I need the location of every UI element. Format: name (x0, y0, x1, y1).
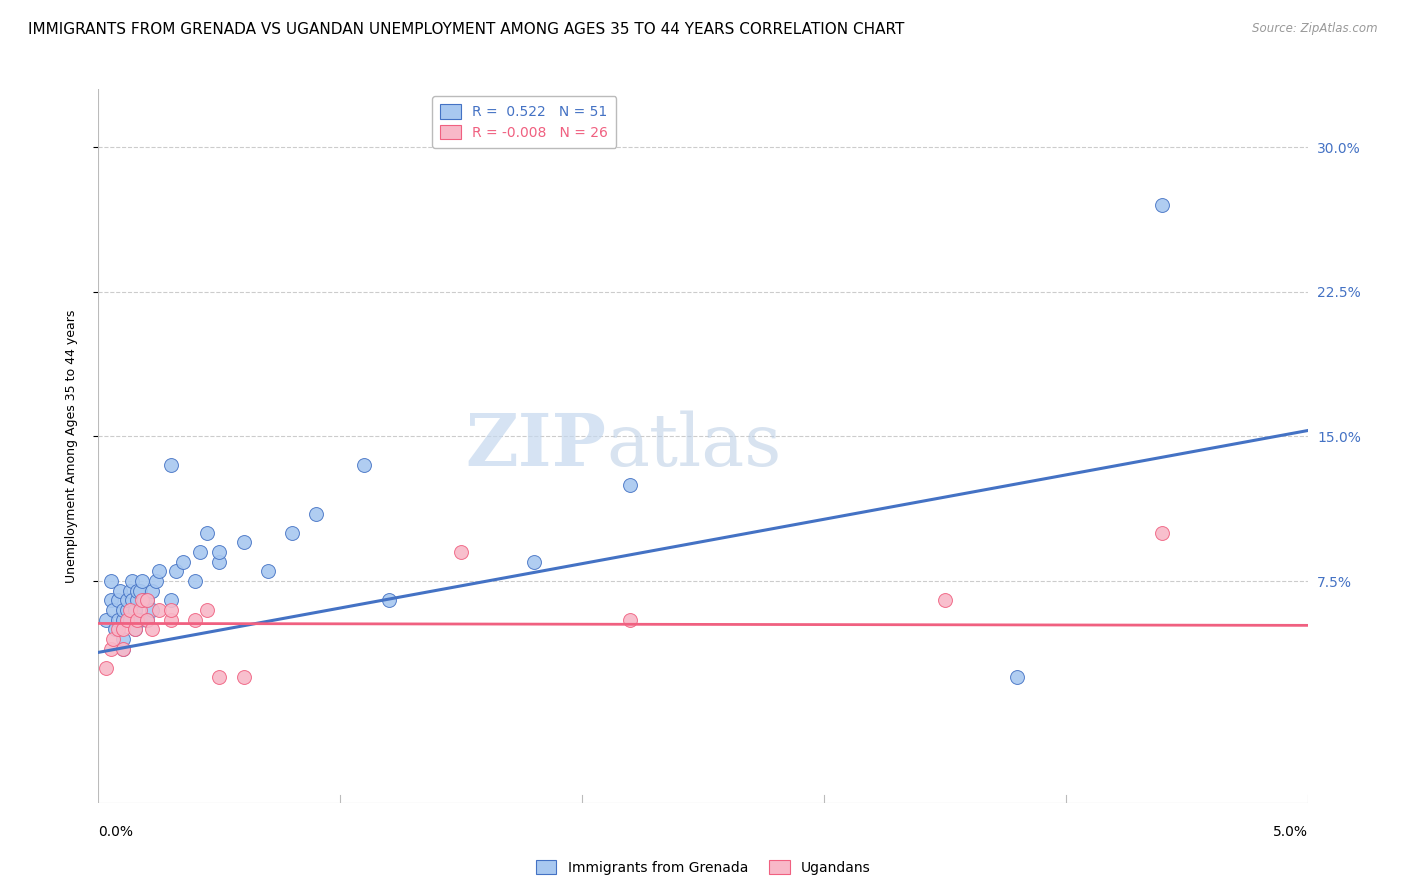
Point (160, 458, 183, 473)
Point (118, 603, 141, 617)
Point (111, 641, 134, 656)
Legend: Immigrants from Grenada, Ugandans: Immigrants from Grenada, Ugandans (530, 855, 876, 880)
Point (118, 613, 141, 627)
Point (124, 622, 146, 636)
Point (121, 593, 143, 607)
Point (208, 545, 231, 559)
Point (100, 641, 122, 656)
Point (104, 622, 127, 636)
Point (135, 613, 157, 627)
Point (94, 661, 117, 675)
Point (353, 458, 375, 473)
Point (131, 593, 153, 607)
Point (111, 641, 134, 656)
Point (523, 555, 546, 569)
Point (160, 603, 183, 617)
Point (121, 574, 143, 588)
Point (148, 603, 170, 617)
Point (160, 593, 183, 607)
Point (128, 613, 150, 627)
Point (127, 613, 149, 627)
Point (100, 593, 122, 607)
Legend: R =  0.522   N = 51, R = -0.008   N = 26: R = 0.522 N = 51, R = -0.008 N = 26 (432, 96, 616, 148)
Text: atlas: atlas (606, 410, 782, 482)
Point (101, 632, 124, 646)
Point (141, 583, 163, 598)
Text: Source: ZipAtlas.com: Source: ZipAtlas.com (1253, 22, 1378, 36)
Point (184, 574, 207, 588)
Point (184, 613, 207, 627)
Point (117, 613, 139, 627)
Point (450, 545, 472, 559)
Y-axis label: Unemployment Among Ages 35 to 44 years: Unemployment Among Ages 35 to 44 years (65, 310, 77, 582)
Point (256, 565, 278, 579)
Text: IMMIGRANTS FROM GRENADA VS UGANDAN UNEMPLOYMENT AMONG AGES 35 TO 44 YEARS CORREL: IMMIGRANTS FROM GRENADA VS UGANDAN UNEMP… (28, 22, 904, 37)
Point (118, 583, 141, 598)
Point (100, 574, 122, 588)
Point (188, 545, 211, 559)
Point (1152, 198, 1174, 212)
Point (208, 670, 231, 684)
Point (117, 593, 139, 607)
Point (305, 507, 328, 521)
Point (195, 525, 218, 540)
Point (128, 603, 150, 617)
Point (1152, 525, 1174, 540)
Point (195, 603, 218, 617)
Point (127, 593, 149, 607)
Point (1007, 670, 1029, 684)
Point (107, 593, 129, 607)
Point (127, 583, 149, 598)
Point (232, 670, 254, 684)
Point (111, 603, 134, 617)
Point (619, 477, 641, 491)
Point (101, 603, 124, 617)
Point (111, 613, 134, 627)
Point (172, 555, 194, 569)
Point (107, 622, 129, 636)
Point (107, 613, 129, 627)
Point (619, 613, 641, 627)
Point (160, 613, 183, 627)
Point (124, 603, 146, 617)
Point (165, 565, 187, 579)
Point (135, 593, 157, 607)
Point (208, 555, 231, 569)
Point (135, 613, 157, 627)
Point (131, 574, 153, 588)
Point (124, 622, 146, 636)
Point (148, 565, 170, 579)
Point (145, 574, 167, 588)
Point (111, 632, 134, 646)
Text: 0.0%: 0.0% (98, 825, 134, 839)
Point (141, 603, 163, 617)
Point (141, 622, 163, 636)
Text: ZIP: ZIP (465, 410, 606, 482)
Point (128, 583, 150, 598)
Point (135, 593, 157, 607)
Point (134, 593, 156, 607)
Point (111, 622, 134, 636)
Point (377, 593, 399, 607)
Point (117, 603, 139, 617)
Point (281, 525, 304, 540)
Point (934, 593, 956, 607)
Point (232, 535, 254, 549)
Point (94, 613, 117, 627)
Text: 5.0%: 5.0% (1272, 825, 1308, 839)
Point (108, 583, 131, 598)
